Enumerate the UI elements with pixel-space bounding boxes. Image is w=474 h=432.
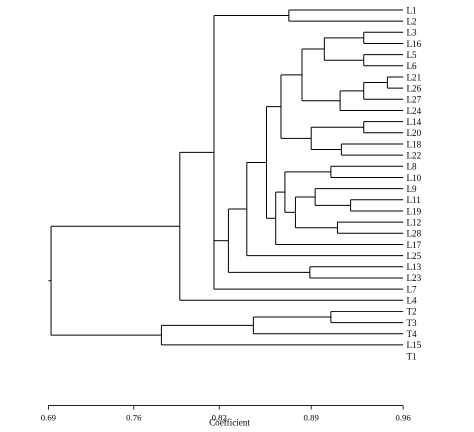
leaf-label-l1: L1 [406, 5, 417, 15]
leaf-label-l25: L25 [406, 251, 421, 261]
leaf-label-l17: L17 [406, 240, 421, 250]
leaf-label-t1: T1 [406, 351, 417, 361]
leaf-label-l19: L19 [406, 206, 421, 216]
x-tick-label: 0.82 [212, 412, 227, 422]
leaf-label-l21: L21 [406, 72, 421, 82]
leaf-label-l5: L5 [406, 50, 417, 60]
leaf-label-t4: T4 [406, 329, 417, 339]
leaf-label-l23: L23 [406, 273, 421, 283]
leaf-label-l26: L26 [406, 83, 421, 93]
leaf-label-l14: L14 [406, 117, 421, 127]
leaf-label-l27: L27 [406, 95, 421, 105]
x-axis: 0.69 0.76 0.82 0.89 0.96 Coefficient [41, 405, 412, 427]
x-axis-title: Coefficient [209, 417, 250, 427]
leaf-label-l3: L3 [406, 28, 417, 38]
leaf-label-l10: L10 [406, 173, 421, 183]
leaf-label-l4: L4 [406, 296, 417, 306]
leaf-label-l15: L15 [406, 340, 421, 350]
leaf-labels: L1L2L3L16L5L6L21L26L27L24L14L20L18L22L8L… [406, 5, 421, 361]
leaf-label-l28: L28 [406, 229, 421, 239]
x-tick-label: 0.76 [126, 412, 142, 422]
leaf-label-l24: L24 [406, 106, 421, 116]
leaf-label-l8: L8 [406, 162, 417, 172]
dendrogram-branches [48, 9, 404, 346]
leaf-label-l22: L22 [406, 150, 421, 160]
leaf-label-l11: L11 [406, 195, 421, 205]
leaf-label-l18: L18 [406, 139, 421, 149]
x-axis-ticks: 0.69 0.76 0.82 0.89 0.96 [41, 405, 412, 422]
x-tick-label: 0.69 [41, 412, 56, 422]
leaf-label-l7: L7 [406, 284, 417, 294]
x-tick-label: 0.89 [304, 412, 319, 422]
leaf-label-l6: L6 [406, 61, 417, 71]
leaf-label-l13: L13 [406, 262, 421, 272]
leaf-label-l20: L20 [406, 128, 421, 138]
leaf-label-l9: L9 [406, 184, 417, 194]
leaf-label-l16: L16 [406, 39, 421, 49]
x-tick-label: 0.96 [396, 412, 412, 422]
leaf-label-l2: L2 [406, 16, 417, 26]
leaf-label-t2: T2 [406, 307, 417, 317]
leaf-label-l12: L12 [406, 217, 421, 227]
leaf-label-t3: T3 [406, 318, 417, 328]
